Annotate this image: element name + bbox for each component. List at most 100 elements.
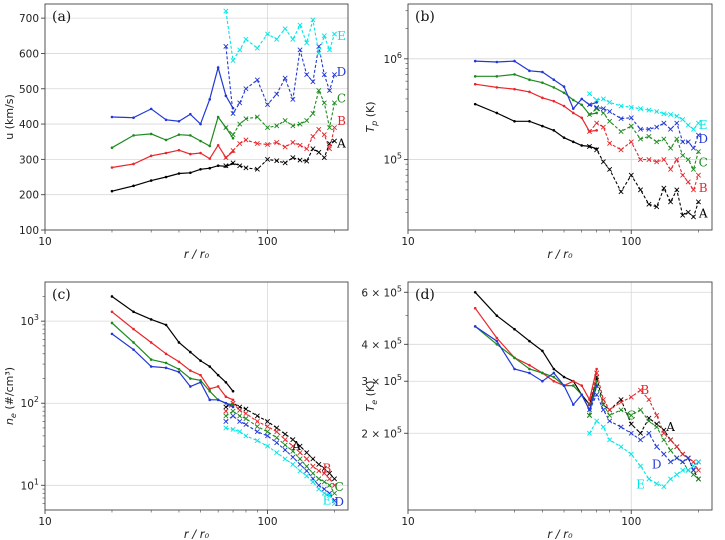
series-A-point bbox=[177, 172, 181, 175]
series-A-cross-point bbox=[223, 163, 229, 169]
series-C-cross-point bbox=[243, 416, 249, 422]
plot-frame bbox=[44, 3, 349, 231]
series-E-cross-point bbox=[594, 418, 600, 424]
plot-frame bbox=[407, 281, 713, 511]
series-E-cross-point bbox=[327, 47, 333, 53]
series-B-cross-point bbox=[290, 443, 296, 449]
series-B-cross-point bbox=[680, 172, 686, 178]
minor-ticks bbox=[405, 10, 699, 233]
series-A-cross-point bbox=[674, 187, 680, 193]
series-A-point bbox=[132, 184, 135, 188]
plot-frame bbox=[44, 281, 349, 511]
series-D-point bbox=[528, 69, 531, 73]
series-label-D: D bbox=[698, 132, 708, 146]
series-C-cross-point bbox=[243, 116, 249, 122]
series-A-cross-point bbox=[290, 437, 296, 443]
series-D-cross-point bbox=[646, 430, 652, 436]
y-tick-label: 106 bbox=[384, 51, 402, 66]
series-C-point bbox=[580, 103, 584, 107]
series-D-cross-point bbox=[628, 115, 634, 121]
series-E-cross-point bbox=[695, 120, 701, 126]
series-B-dashed-line bbox=[225, 127, 336, 158]
series-D-cross-point bbox=[607, 108, 613, 115]
series-E-cross-point bbox=[668, 112, 674, 118]
series-D-cross-point bbox=[586, 102, 592, 108]
series-E-cross-point bbox=[321, 490, 327, 496]
series-D-cross-point bbox=[594, 104, 600, 110]
series-C-point bbox=[513, 73, 516, 76]
series-E-cross-point bbox=[243, 36, 249, 42]
series-C-point bbox=[595, 111, 598, 115]
series-D-cross-point bbox=[600, 407, 606, 413]
series-D-cross-point bbox=[661, 120, 667, 126]
series-E-cross-point bbox=[695, 459, 701, 465]
series-A-cross-point bbox=[685, 209, 691, 215]
panel-tag: (d) bbox=[415, 287, 435, 303]
series-D-cross-point bbox=[637, 126, 644, 132]
series-C-point bbox=[528, 78, 531, 82]
series-label-B: B bbox=[640, 383, 649, 397]
series-label-B: B bbox=[323, 462, 332, 476]
series-B-dashed-line bbox=[225, 402, 335, 486]
series-E-cross-point bbox=[646, 107, 652, 113]
series-D-point bbox=[216, 66, 220, 69]
series-A-point bbox=[571, 140, 575, 144]
series-B-point bbox=[149, 341, 153, 344]
series-D-point bbox=[595, 101, 598, 104]
series-B-cross-point bbox=[685, 179, 691, 185]
series-C-dashed-line bbox=[225, 88, 336, 136]
series-C-cross-point bbox=[327, 125, 333, 131]
series-B-point bbox=[473, 306, 477, 310]
series-D-cross-point bbox=[282, 447, 288, 453]
series-C-point bbox=[562, 91, 566, 95]
series-D-point bbox=[199, 122, 202, 126]
series-B-cross-point bbox=[316, 468, 322, 474]
series-C-point bbox=[541, 371, 544, 375]
series-A-point bbox=[149, 318, 153, 321]
x-tick-label: 100 bbox=[621, 516, 641, 528]
series-B-point bbox=[562, 104, 566, 108]
series-A-point bbox=[495, 314, 499, 317]
series-A-cross-point bbox=[223, 404, 229, 410]
series-B-cross-point bbox=[646, 157, 652, 163]
series-A-cross-point bbox=[290, 155, 296, 161]
series-B-cross-point bbox=[654, 412, 660, 418]
series-A-point bbox=[552, 367, 556, 371]
series-D-point bbox=[552, 78, 556, 82]
series-E-cross-point bbox=[264, 31, 271, 37]
y-tick-label: 600 bbox=[19, 48, 39, 60]
series-C-point bbox=[231, 136, 235, 140]
series-E-cross-point bbox=[654, 481, 660, 487]
series-C-cross-point bbox=[628, 123, 634, 129]
series-C-dashed-line bbox=[225, 410, 335, 494]
series-D-cross-point bbox=[264, 102, 271, 108]
minor-ticks bbox=[42, 296, 335, 513]
x-axis-label: r / r₀ bbox=[184, 527, 210, 540]
series-D-cross-point bbox=[690, 145, 696, 151]
series-A-cross-point bbox=[668, 199, 674, 205]
series-C-cross-point bbox=[668, 145, 674, 151]
series-D-cross-point bbox=[674, 120, 680, 126]
series-label-A: A bbox=[665, 420, 675, 434]
x-tick-label: 10 bbox=[38, 516, 51, 528]
series-A-point bbox=[495, 111, 499, 115]
series-A-point bbox=[208, 166, 212, 170]
series-C-point bbox=[177, 367, 181, 371]
series-A-cross-point bbox=[327, 470, 333, 476]
series-D-cross-point bbox=[297, 47, 303, 53]
x-tick-label: 100 bbox=[257, 236, 277, 248]
series-A-cross-point bbox=[680, 212, 686, 218]
series-D-point bbox=[208, 398, 212, 402]
series-D-cross-point bbox=[607, 418, 613, 424]
series-B-point bbox=[208, 157, 212, 160]
series-D-cross-point bbox=[618, 116, 624, 122]
series-E-cross-point bbox=[690, 463, 696, 469]
series-D-point bbox=[231, 405, 235, 409]
panel-d: 10 100 2 × 105 3 × 105 4 × 105 6 × 105 r / r₀ T… bbox=[361, 281, 713, 540]
series-B-point bbox=[132, 327, 135, 331]
series-A-dashed-line bbox=[588, 376, 699, 480]
series-A-point bbox=[473, 102, 477, 106]
gridlines bbox=[44, 282, 348, 510]
series-D-point bbox=[495, 60, 499, 64]
